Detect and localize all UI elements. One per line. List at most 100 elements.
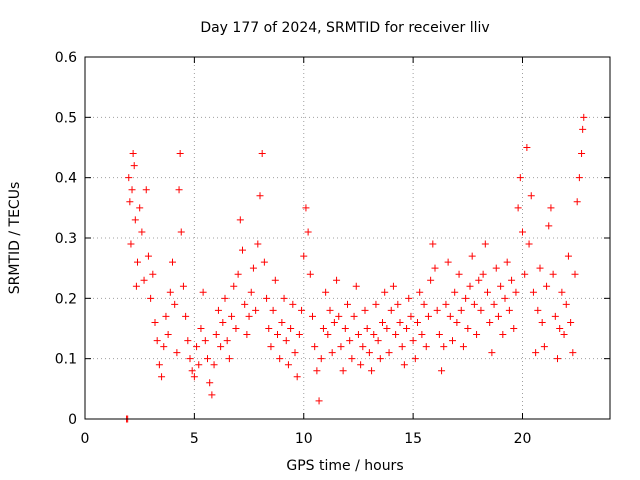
data-point: [126, 198, 134, 206]
data-point: [579, 125, 587, 133]
data-point: [175, 186, 183, 194]
data-point: [162, 312, 170, 320]
data-point: [221, 294, 229, 302]
data-point: [289, 300, 297, 308]
data-point: [258, 150, 266, 158]
x-tick-label: 20: [514, 431, 532, 447]
data-point: [409, 337, 417, 345]
data-point: [263, 294, 271, 302]
data-point: [405, 294, 413, 302]
data-point: [392, 331, 400, 339]
data-point: [534, 306, 542, 314]
data-point: [444, 258, 452, 266]
data-point: [505, 306, 513, 314]
data-point: [260, 258, 268, 266]
data-point: [497, 282, 505, 290]
data-point: [435, 331, 443, 339]
data-point: [484, 288, 491, 296]
data-point: [549, 270, 557, 278]
data-point: [138, 228, 146, 236]
data-point: [510, 325, 518, 332]
data-point: [201, 337, 209, 345]
y-tick-label: 0.2: [55, 291, 77, 307]
data-point: [527, 192, 535, 200]
data-point: [540, 343, 548, 351]
data-point: [243, 331, 251, 339]
data-point: [389, 282, 397, 290]
data-point: [523, 144, 531, 151]
data-point: [514, 204, 522, 212]
data-point: [302, 204, 310, 212]
data-point: [160, 343, 168, 351]
data-point: [132, 282, 140, 290]
data-point: [398, 343, 406, 351]
data-point: [153, 337, 161, 345]
data-point: [492, 264, 500, 272]
data-point: [317, 355, 325, 363]
data-point: [293, 373, 301, 381]
data-point: [571, 270, 579, 278]
data-point: [411, 355, 419, 363]
x-tick-label: 10: [295, 431, 313, 447]
data-point: [210, 361, 218, 369]
data-point: [241, 300, 249, 308]
y-tick-label: 0.1: [55, 352, 77, 368]
data-point: [214, 306, 222, 314]
data-point: [140, 276, 148, 284]
data-point: [282, 337, 290, 345]
data-point: [291, 349, 299, 357]
data-point: [424, 312, 432, 320]
data-point: [190, 373, 198, 381]
data-point: [470, 300, 478, 308]
data-point: [197, 325, 205, 332]
data-point: [278, 318, 286, 326]
data-point: [225, 355, 233, 363]
data-point: [368, 367, 376, 375]
data-point: [545, 222, 553, 230]
data-point: [173, 349, 181, 357]
data-point: [128, 186, 136, 194]
data-point: [374, 337, 382, 345]
data-point: [451, 288, 459, 296]
data-point: [352, 282, 360, 290]
data-point: [508, 276, 516, 284]
data-point: [322, 288, 330, 296]
data-point: [328, 349, 336, 357]
data-point: [370, 331, 378, 339]
data-point: [230, 282, 238, 290]
data-point: [407, 312, 415, 320]
data-point: [184, 337, 192, 345]
data-point: [199, 288, 207, 296]
y-tick-label: 0: [68, 412, 77, 428]
data-point: [416, 288, 424, 296]
data-point: [573, 198, 581, 206]
data-point: [464, 325, 472, 332]
data-point: [300, 252, 308, 260]
data-point: [357, 361, 365, 369]
data-point: [455, 270, 463, 278]
data-point: [387, 306, 395, 314]
data-point: [134, 258, 141, 266]
data-point: [337, 343, 345, 351]
data-point: [125, 174, 133, 182]
data-point: [130, 162, 138, 170]
data-point: [169, 258, 176, 266]
data-point: [166, 288, 174, 296]
data-point: [311, 343, 319, 351]
data-point: [433, 306, 441, 314]
data-point: [481, 240, 489, 248]
data-points: [123, 113, 588, 423]
data-point: [234, 270, 242, 278]
data-point: [494, 312, 502, 320]
data-point: [381, 288, 389, 296]
data-point: [182, 312, 190, 320]
data-point: [147, 294, 155, 302]
data-point: [363, 325, 371, 332]
data-point: [525, 240, 533, 248]
data-point: [490, 300, 498, 308]
data-point: [543, 282, 551, 290]
data-point: [512, 288, 520, 296]
y-axis-label: SRMTID / TECUs: [7, 182, 23, 295]
data-point: [488, 349, 496, 357]
